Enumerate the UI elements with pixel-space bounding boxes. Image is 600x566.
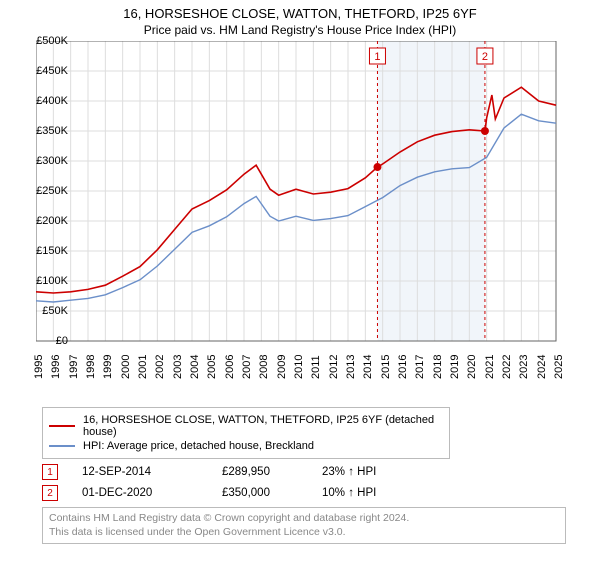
y-axis-label: £400K	[22, 95, 68, 107]
legend-item: HPI: Average price, detached house, Brec…	[49, 440, 443, 452]
legend-label: HPI: Average price, detached house, Brec…	[83, 440, 314, 452]
x-axis-label: 2009	[276, 355, 288, 379]
x-axis-label: 1995	[33, 355, 45, 379]
x-axis-label: 2015	[380, 355, 392, 379]
x-axis-label: 2024	[536, 355, 548, 379]
marker-box: 2	[42, 485, 58, 501]
x-axis-label: 2011	[310, 355, 322, 379]
transaction-date: 01-DEC-2020	[82, 487, 222, 499]
chart-svg: 12	[36, 41, 596, 401]
y-axis-label: £250K	[22, 185, 68, 197]
transaction-row: 1 12-SEP-2014 £289,950 23% ↑ HPI	[42, 464, 600, 480]
x-axis-label: 2003	[172, 355, 184, 379]
y-axis-label: £50K	[22, 305, 68, 317]
marker-num: 2	[47, 488, 53, 499]
x-axis-label: 2023	[518, 355, 530, 379]
x-axis-label: 2021	[484, 355, 496, 379]
x-axis-label: 2002	[154, 355, 166, 379]
transaction-rows: 1 12-SEP-2014 £289,950 23% ↑ HPI 2 01-DE…	[42, 464, 600, 501]
y-axis-label: £300K	[22, 155, 68, 167]
x-axis-label: 2012	[328, 355, 340, 379]
chart-container: 16, HORSESHOE CLOSE, WATTON, THETFORD, I…	[0, 6, 600, 566]
x-axis-label: 2010	[293, 355, 305, 379]
transaction-row: 2 01-DEC-2020 £350,000 10% ↑ HPI	[42, 485, 600, 501]
x-axis-label: 1997	[68, 355, 80, 379]
x-axis-label: 2001	[137, 355, 149, 379]
legend-label: 16, HORSESHOE CLOSE, WATTON, THETFORD, I…	[83, 414, 443, 438]
x-axis-label: 2017	[414, 355, 426, 379]
x-axis-label: 2020	[466, 355, 478, 379]
x-axis-label: 2000	[120, 355, 132, 379]
footer-attribution: Contains HM Land Registry data © Crown c…	[42, 507, 566, 544]
svg-text:2: 2	[482, 51, 488, 63]
x-axis-label: 2019	[449, 355, 461, 379]
x-axis-label: 2007	[241, 355, 253, 379]
x-axis-label: 2006	[224, 355, 236, 379]
y-axis-label: £350K	[22, 125, 68, 137]
chart-area: 12 £0£50K£100K£150K£200K£250K£300K£350K£…	[36, 41, 596, 401]
legend-item: 16, HORSESHOE CLOSE, WATTON, THETFORD, I…	[49, 414, 443, 438]
x-axis-label: 2005	[206, 355, 218, 379]
x-axis-label: 2016	[397, 355, 409, 379]
y-axis-label: £150K	[22, 245, 68, 257]
footer-line: Contains HM Land Registry data © Crown c…	[49, 512, 559, 526]
transaction-delta: 23% ↑ HPI	[322, 466, 442, 478]
x-axis-label: 2004	[189, 355, 201, 379]
y-axis-label: £450K	[22, 65, 68, 77]
transaction-price: £350,000	[222, 487, 322, 499]
y-axis-label: £100K	[22, 275, 68, 287]
legend-swatch	[49, 425, 75, 427]
transaction-date: 12-SEP-2014	[82, 466, 222, 478]
y-axis-label: £0	[22, 335, 68, 347]
marker-box: 1	[42, 464, 58, 480]
y-axis-label: £500K	[22, 35, 68, 47]
x-axis-label: 2018	[432, 355, 444, 379]
transaction-price: £289,950	[222, 466, 322, 478]
x-axis-label: 2014	[362, 355, 374, 379]
y-axis-label: £200K	[22, 215, 68, 227]
legend-swatch	[49, 445, 75, 447]
svg-text:1: 1	[374, 51, 380, 63]
footer-line: This data is licensed under the Open Gov…	[49, 526, 559, 540]
x-axis-label: 1996	[50, 355, 62, 379]
chart-subtitle: Price paid vs. HM Land Registry's House …	[0, 23, 600, 37]
legend: 16, HORSESHOE CLOSE, WATTON, THETFORD, I…	[42, 407, 450, 459]
x-axis-label: 2025	[553, 355, 565, 379]
x-axis-label: 2022	[501, 355, 513, 379]
chart-title: 16, HORSESHOE CLOSE, WATTON, THETFORD, I…	[0, 6, 600, 21]
transaction-delta: 10% ↑ HPI	[322, 487, 442, 499]
x-axis-label: 1999	[102, 355, 114, 379]
x-axis-label: 2008	[258, 355, 270, 379]
x-axis-label: 1998	[85, 355, 97, 379]
x-axis-label: 2013	[345, 355, 357, 379]
marker-num: 1	[47, 467, 53, 478]
